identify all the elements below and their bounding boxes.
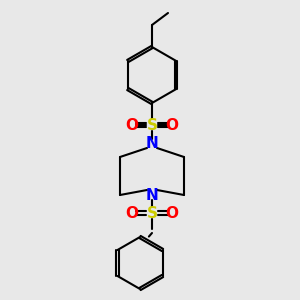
Text: N: N bbox=[146, 136, 158, 151]
Text: O: O bbox=[125, 206, 139, 220]
Text: S: S bbox=[146, 206, 158, 220]
Text: O: O bbox=[166, 206, 178, 220]
Text: O: O bbox=[166, 118, 178, 133]
Text: S: S bbox=[146, 118, 158, 133]
Text: O: O bbox=[125, 118, 139, 133]
Text: N: N bbox=[146, 188, 158, 202]
